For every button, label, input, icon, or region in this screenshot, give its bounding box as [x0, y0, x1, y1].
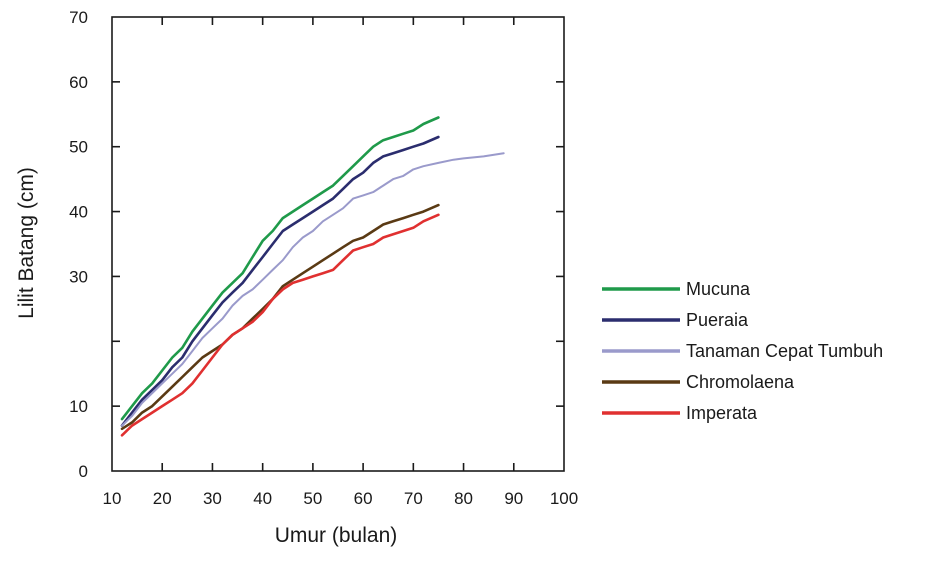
- y-tick-label: 0: [79, 462, 88, 481]
- y-tick-label: 10: [69, 397, 88, 416]
- legend: Mucuna Pueraia Tanaman Cepat Tumbuh Chromol…: [602, 279, 883, 423]
- legend-label: Tanaman Cepat Tumbuh: [686, 341, 883, 361]
- series-line-pueraia: [120, 135, 440, 427]
- axis-tick-labels: 10 20 30 40 50 60 70 80 90 100 0 10 30 40 50 60 70: [69, 8, 578, 508]
- y-tick-label: 30: [69, 267, 88, 286]
- series-line-mucuna: [120, 116, 440, 421]
- y-tick-label: 60: [69, 73, 88, 92]
- legend-label: Pueraia: [686, 310, 749, 330]
- x-tick-label: 20: [153, 489, 172, 508]
- x-tick-label: 40: [253, 489, 272, 508]
- y-axis-title-group: Lilit Batang (cm): [15, 167, 38, 319]
- legend-label: Chromolaena: [686, 372, 795, 392]
- x-tick-label: 30: [203, 489, 222, 508]
- y-tick-label: 40: [69, 203, 88, 222]
- x-tick-label: 90: [504, 489, 523, 508]
- x-axis-title: Umur (bulan): [275, 524, 398, 547]
- series-lines: [120, 116, 505, 437]
- legend-label: Mucuna: [686, 279, 751, 299]
- legend-label: Imperata: [686, 403, 758, 423]
- x-tick-label: 100: [550, 489, 578, 508]
- series-line-tanaman-cepat-tumbuh: [121, 152, 505, 427]
- x-tick-label: 80: [454, 489, 473, 508]
- y-tick-label: 70: [69, 8, 88, 27]
- series-line-imperata: [120, 213, 440, 437]
- series-line-chromolaena: [120, 203, 440, 431]
- x-tick-label: 60: [354, 489, 373, 508]
- x-tick-label: 50: [303, 489, 322, 508]
- x-tick-label: 70: [404, 489, 423, 508]
- x-tick-label: 10: [103, 489, 122, 508]
- y-axis-title: Lilit Batang (cm): [15, 167, 38, 319]
- plot-area-frame: [111, 16, 565, 472]
- y-tick-label: 50: [69, 138, 88, 157]
- axis-ticks: [112, 17, 564, 471]
